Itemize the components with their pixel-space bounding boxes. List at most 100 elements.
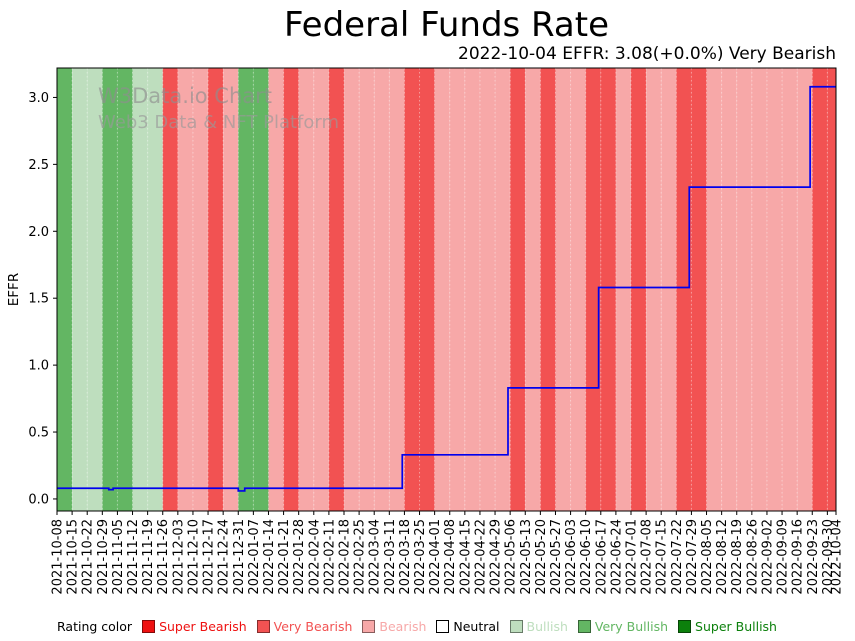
x-tick-label: 2022-01-28 (292, 519, 307, 595)
rating-band (208, 68, 224, 511)
y-tick-label: 0.0 (28, 492, 49, 507)
y-tick-label: 0.5 (28, 426, 49, 441)
x-tick-label: 2021-12-24 (217, 519, 232, 595)
rating-band (479, 68, 496, 511)
legend-label: Neutral (453, 618, 500, 634)
x-tick-label: 2022-08-05 (700, 519, 715, 595)
rating-band (162, 68, 178, 511)
legend-item-super-bearish: Super Bearish (142, 619, 247, 634)
legend-items: Super Bearish Very Bearish Bearish Neutral B… (142, 619, 777, 634)
rating-band (661, 68, 677, 511)
x-tick-label: 2022-04-22 (473, 519, 488, 595)
legend-label: Very Bearish (273, 618, 353, 634)
x-tick-label: 2022-05-13 (519, 519, 534, 595)
rating-band (359, 68, 375, 511)
x-tick-label: 2022-01-14 (262, 519, 277, 595)
rating-band (268, 68, 284, 511)
rating-band (147, 68, 163, 511)
rating-band (223, 68, 239, 511)
rating-band (540, 68, 556, 511)
x-tick-label: 2022-07-29 (685, 519, 700, 595)
rating-band (495, 68, 511, 511)
rating-band (585, 68, 601, 511)
legend-item-bearish: Bearish (362, 619, 426, 634)
x-tick-label: 2022-02-25 (353, 519, 368, 595)
x-tick-label: 2022-04-15 (458, 519, 473, 595)
x-tick-label: 2021-10-22 (81, 519, 96, 595)
rating-band (344, 68, 360, 511)
x-tick-label: 2022-09-16 (791, 519, 806, 595)
rating-band (782, 68, 798, 511)
x-tick-label: 2022-06-17 (594, 519, 609, 595)
y-tick-label: 2.0 (28, 225, 49, 240)
x-tick-label: 2021-12-10 (186, 519, 201, 595)
x-tick-label: 2022-08-12 (715, 519, 730, 595)
rating-band (812, 68, 828, 511)
x-tick-label: 2022-08-19 (730, 519, 745, 595)
x-tick-label: 2022-01-21 (277, 519, 292, 595)
x-tick-label: 2021-12-17 (202, 519, 217, 595)
x-tick-label: 2022-09-23 (806, 519, 821, 595)
rating-band (570, 68, 586, 511)
x-tick-label: 2022-05-06 (504, 519, 519, 595)
x-tick-label: 2022-06-24 (609, 519, 624, 595)
rating-band (87, 68, 103, 511)
legend-swatch (577, 619, 591, 633)
x-tick-label: 2021-11-26 (156, 519, 171, 595)
x-tick-label: 2022-09-02 (760, 519, 775, 595)
rating-band (434, 68, 450, 511)
y-tick-label: 1.5 (28, 292, 49, 307)
rating-band (631, 68, 647, 511)
rating-band (676, 68, 692, 511)
legend-swatch (678, 619, 692, 633)
rating-band (691, 68, 707, 511)
rating-band (419, 68, 435, 511)
rating-band (736, 68, 752, 511)
rating-band (525, 68, 541, 511)
x-tick-label: 2022-03-04 (368, 519, 383, 595)
legend-label: Super Bearish (159, 618, 247, 634)
rating-band (389, 68, 405, 511)
legend-title: Rating color (57, 618, 133, 634)
y-tick-label: 3.0 (28, 91, 49, 106)
rating-band (721, 68, 737, 511)
x-tick-label: 2022-07-08 (640, 519, 655, 595)
rating-band (253, 68, 269, 511)
x-tick-label: 2022-06-10 (579, 519, 594, 595)
watermark-line2: Web3 Data & NFT Platform (98, 112, 340, 133)
rating-band (449, 68, 465, 511)
rating-band (298, 68, 314, 511)
x-tick-label: 2022-09-09 (776, 519, 791, 595)
rating-band (600, 68, 616, 511)
legend-swatch (256, 619, 270, 633)
x-tick-label: 2022-03-11 (383, 519, 398, 595)
rating-band (766, 68, 783, 511)
x-tick-label: 2022-02-04 (307, 519, 322, 595)
rating-band (238, 68, 254, 511)
x-tick-label: 2022-06-03 (564, 519, 579, 595)
legend-label: Super Bullish (695, 618, 777, 634)
y-tick-label: 1.0 (28, 359, 49, 374)
rating-band (615, 68, 631, 511)
legend-label: Very Bullish (594, 618, 669, 634)
y-axis-label: EFFR (6, 273, 22, 306)
legend-swatch (436, 619, 450, 633)
legend-swatch (509, 619, 523, 633)
effr-line (57, 85, 836, 492)
x-tick-label: 2022-05-27 (549, 519, 564, 595)
rating-band (555, 68, 571, 511)
legend-label: Bullish (526, 618, 568, 634)
rating-band (404, 68, 420, 511)
plot-border (56, 67, 837, 512)
rating-band (57, 68, 73, 511)
rating-band (313, 68, 329, 511)
legend-item-very-bullish: Very Bullish (577, 618, 669, 634)
x-tick-label: 2022-07-22 (670, 519, 685, 595)
legend-swatch (362, 619, 376, 633)
rating-band (72, 68, 88, 511)
chart-subtitle: 2022-10-04 EFFR: 3.08(+0.0%) Very Bearis… (458, 44, 836, 64)
rating-band (283, 68, 299, 511)
rating-band (102, 68, 118, 511)
x-tick-label: 2022-08-26 (745, 519, 760, 595)
rating-band (706, 68, 722, 511)
